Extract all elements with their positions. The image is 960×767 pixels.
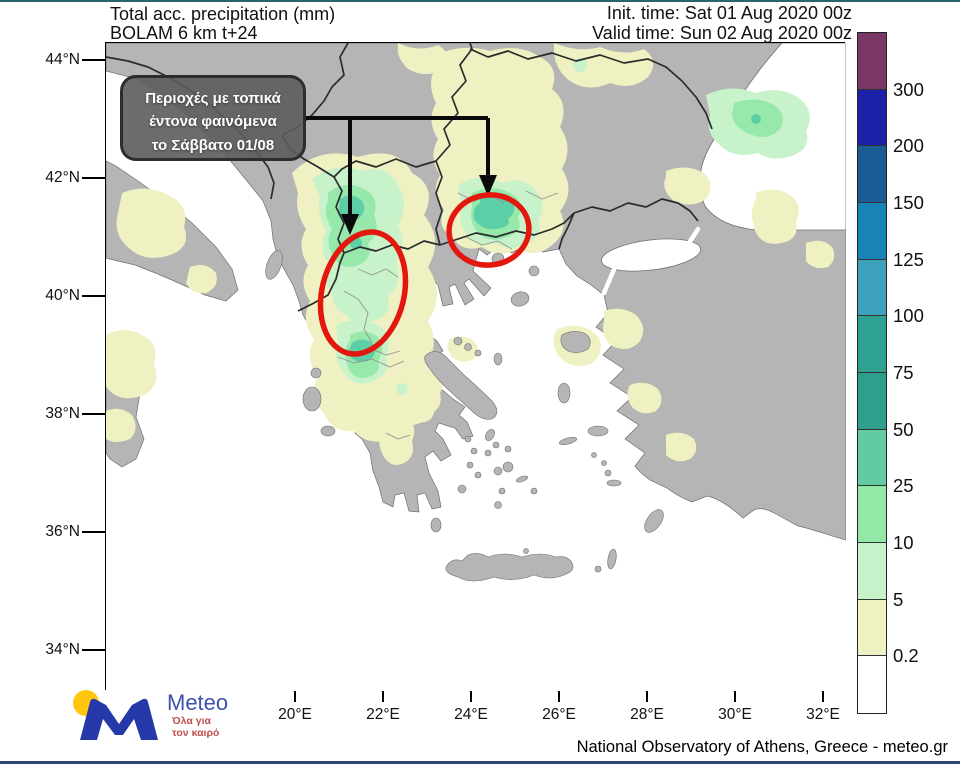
init-time: Init. time: Sat 01 Aug 2020 00z xyxy=(606,3,852,23)
colorbar-segment xyxy=(858,599,886,657)
island-kythira xyxy=(430,517,442,533)
colorbar-label: 10 xyxy=(893,532,914,553)
credit-text: National Observatory of Athens, Greece -… xyxy=(576,738,948,756)
top-accent-bar xyxy=(0,0,960,2)
y-axis-label: 38°N xyxy=(45,405,80,422)
highlight-ellipse-east xyxy=(446,192,532,268)
colorbar-segment xyxy=(858,316,886,373)
annotation-arrows xyxy=(304,116,497,235)
island-evia xyxy=(424,351,498,420)
island-karpathos xyxy=(607,548,617,570)
x-axis-label: 24°E xyxy=(454,706,488,723)
precipitation-colorbar xyxy=(857,32,887,714)
colorbar-segment xyxy=(858,202,886,260)
x-axis-tick xyxy=(470,690,472,702)
y-axis-label: 34°N xyxy=(45,641,80,658)
meteo-logo-mark xyxy=(73,690,158,740)
logo-brand-text: Meteo xyxy=(167,690,229,715)
islands xyxy=(265,250,664,582)
bosphorus-strait xyxy=(684,226,701,249)
colorbar-label: 5 xyxy=(893,588,904,610)
island-lefkada xyxy=(310,367,322,379)
y-axis-label: 36°N xyxy=(45,523,80,540)
colorbar-segment xyxy=(858,259,886,317)
island-santorini xyxy=(494,501,502,509)
title-line-2: BOLAM 6 km t+24 xyxy=(110,23,258,43)
region-borders xyxy=(337,190,559,440)
colorbar-label: 200 xyxy=(893,135,924,157)
meteo-logo: Meteo Όλα για τον καιρό xyxy=(60,688,250,752)
colorbar-label: 125 xyxy=(893,248,924,270)
x-axis-label: 32°E xyxy=(806,706,840,723)
valid-time: Valid time: Sun 02 Aug 2020 00z xyxy=(592,23,852,43)
island-samos xyxy=(587,425,609,437)
island-chios xyxy=(557,382,571,404)
x-axis-tick xyxy=(646,690,648,702)
y-axis-label: 42°N xyxy=(45,169,80,186)
y-axis-tick xyxy=(82,295,105,297)
island-corfu xyxy=(265,250,283,280)
x-axis-label: 20°E xyxy=(278,706,312,723)
y-axis-tick xyxy=(82,59,105,61)
colorbar-label: 75 xyxy=(893,362,914,383)
island-kos xyxy=(606,479,622,487)
y-axis-tick xyxy=(82,413,105,415)
logo-m-icon xyxy=(80,698,158,740)
y-axis-label: 40°N xyxy=(45,287,80,304)
island-andros xyxy=(485,429,495,441)
island-samothraki xyxy=(528,265,540,277)
colorbar-segment xyxy=(858,146,886,203)
colorbar-segment xyxy=(858,89,886,147)
island-rhodes xyxy=(644,509,664,533)
annotation-line-2: έντονα φαινόμενα xyxy=(149,113,277,131)
island-crete xyxy=(445,553,574,582)
x-axis-label: 28°E xyxy=(630,706,664,723)
logo-tagline: Όλα για τον καιρό xyxy=(172,715,220,739)
x-axis-tick xyxy=(822,690,824,702)
island-zakynthos xyxy=(320,425,336,437)
annotation-line-3: το Σάββατο 01/08 xyxy=(151,136,275,154)
colorbar-segment xyxy=(858,656,886,713)
y-axis-tick xyxy=(82,531,105,533)
x-axis-tick xyxy=(382,690,384,702)
island-limnos xyxy=(510,291,530,307)
annotation-line-1: Περιοχές με τοπικά xyxy=(145,90,281,107)
y-axis-tick xyxy=(82,649,105,651)
dardanelles-strait xyxy=(601,264,618,296)
colorbar-label: 300 xyxy=(893,78,924,100)
colorbar-label: 50 xyxy=(893,418,914,440)
y-axis-label: 44°N xyxy=(45,51,80,68)
island-ikaria xyxy=(558,436,578,446)
annotation-callout: Περιοχές με τοπικά έντονα φαινόμενα το Σ… xyxy=(120,75,306,161)
x-axis-tick xyxy=(294,690,296,702)
y-axis-tick xyxy=(82,177,105,179)
island-lesbos xyxy=(560,331,591,353)
colorbar-segment xyxy=(858,33,886,90)
bottom-accent-bar xyxy=(0,761,960,764)
island-naxos xyxy=(502,461,514,473)
map-title: Total acc. precipitation (mm) BOLAM 6 km… xyxy=(110,5,335,43)
colorbar-segment xyxy=(858,372,886,430)
island-skyros xyxy=(493,352,503,366)
colorbar-label: 25 xyxy=(893,475,914,497)
x-axis-label: 26°E xyxy=(542,706,576,723)
colorbar-label: 100 xyxy=(893,305,924,327)
x-axis-label: 22°E xyxy=(366,706,400,723)
colorbar-label: 0.2 xyxy=(893,645,919,667)
x-axis-label: 30°E xyxy=(718,706,752,723)
map-canvas: Περιοχές με τοπικά έντονα φαινόμενα το Σ… xyxy=(105,42,846,691)
colorbar-segment xyxy=(858,486,886,543)
island-kefalonia xyxy=(302,386,322,412)
x-axis-tick xyxy=(558,690,560,702)
colorbar-segment xyxy=(858,429,886,487)
model-times: Init. time: Sat 01 Aug 2020 00z Valid ti… xyxy=(592,3,852,43)
title-line-1: Total acc. precipitation (mm) xyxy=(110,4,336,24)
colorbar-segment xyxy=(858,542,886,600)
colorbar-label: 150 xyxy=(893,192,924,213)
x-axis-tick xyxy=(734,690,736,702)
highlight-ellipse-west xyxy=(317,229,409,357)
sea-of-marmara xyxy=(600,238,702,272)
